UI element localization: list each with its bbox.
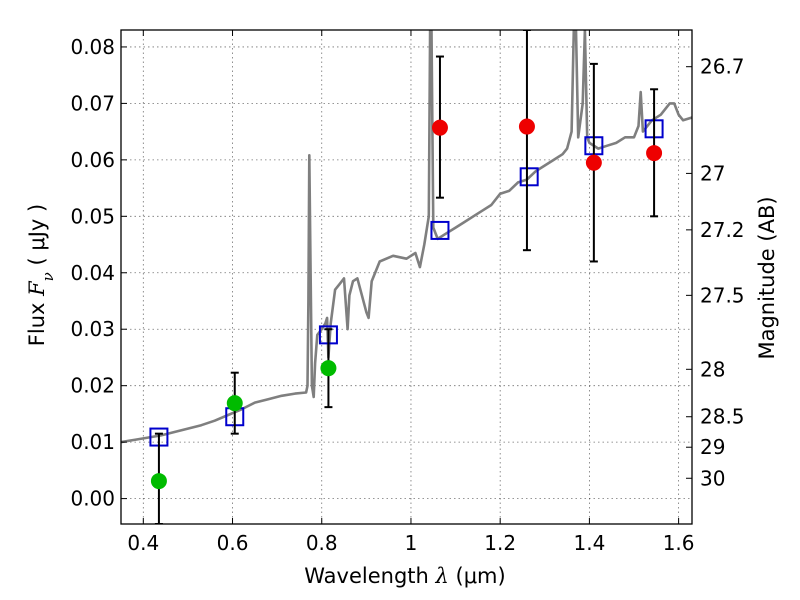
x-tick-label: 1.4 xyxy=(573,531,605,555)
y-tick-label: 0.03 xyxy=(70,317,115,341)
right-tick-label: 27 xyxy=(700,161,725,185)
y-axis-label-prefix: Flux xyxy=(25,296,49,346)
y-axis-label-symbol: F xyxy=(25,280,49,297)
axis-ticks: 0.4 0.6 0.8 1 1.2 1.4 1.6 0.00 0.01 0.02 0.03 0.04 0… xyxy=(70,30,745,555)
right-tick-label: 26.7 xyxy=(700,55,745,79)
right-tick-label: 29 xyxy=(700,435,725,459)
x-axis-label: Wavelength λ (μm) xyxy=(304,564,505,588)
y-tick-label: 0.07 xyxy=(70,91,115,115)
y-tick-label: 0.08 xyxy=(70,35,115,59)
x-axis-label-suffix: (μm) xyxy=(449,564,506,588)
detection-point xyxy=(320,360,337,377)
detection-point xyxy=(585,154,602,171)
plot-area xyxy=(121,30,692,524)
plot-frame xyxy=(120,29,693,525)
y-axis-label: Flux Fν ( μJy ) xyxy=(25,204,57,346)
y-tick-label: 0.02 xyxy=(70,374,115,398)
right-tick-label: 30 xyxy=(700,466,725,490)
x-tick-label: 0.4 xyxy=(127,531,159,555)
model-flux-square xyxy=(519,167,539,187)
y-axis-label-subscript: ν xyxy=(39,272,57,281)
right-tick-label: 28 xyxy=(700,357,725,381)
detection-point xyxy=(226,395,243,412)
y-axis-label-suffix: ( μJy ) xyxy=(25,204,49,272)
y-tick-label: 0.05 xyxy=(70,204,115,228)
right-axis-label: Magnitude (AB) xyxy=(755,196,779,359)
y-tick-label: 0.00 xyxy=(70,487,115,511)
x-tick-label: 1 xyxy=(405,531,418,555)
detection-point xyxy=(646,145,663,162)
y-tick-label: 0.01 xyxy=(70,430,115,454)
grid-lines xyxy=(121,30,692,524)
sed-model-line xyxy=(121,30,692,444)
model-flux-square xyxy=(430,220,450,240)
x-tick-label: 0.6 xyxy=(217,531,249,555)
x-axis-label-prefix: Wavelength xyxy=(304,564,435,588)
right-tick-label: 28.5 xyxy=(700,405,745,429)
x-axis-label-symbol: λ xyxy=(435,564,449,588)
x-tick-label: 1.6 xyxy=(663,531,695,555)
right-tick-label: 27.5 xyxy=(700,283,745,307)
right-tick-label: 27.2 xyxy=(700,218,745,242)
x-tick-label: 1.2 xyxy=(484,531,516,555)
x-tick-label: 0.8 xyxy=(306,531,338,555)
detection-point xyxy=(431,119,448,136)
y-tick-label: 0.04 xyxy=(70,261,115,285)
detection-point xyxy=(150,473,167,490)
y-tick-label: 0.06 xyxy=(70,148,115,172)
detection-point xyxy=(518,118,535,135)
